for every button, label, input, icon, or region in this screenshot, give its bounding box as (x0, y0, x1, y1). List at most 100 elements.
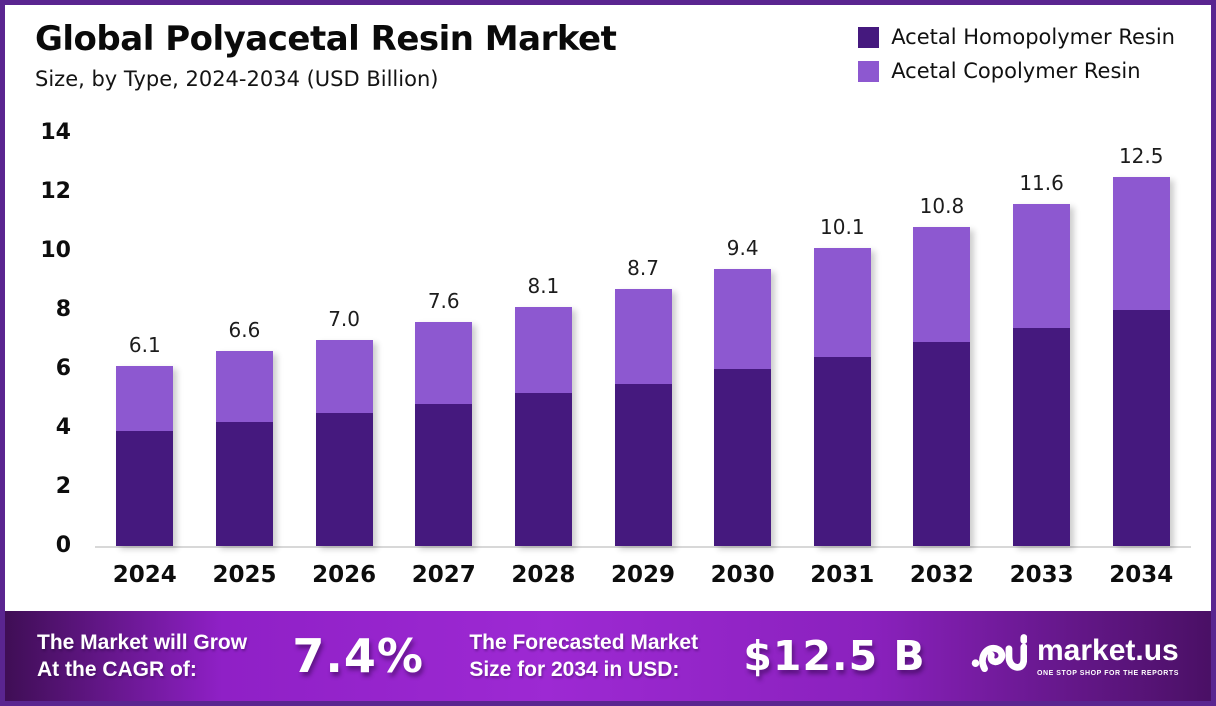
brand-name: market.us (1036, 633, 1179, 667)
legend-label-homopolymer: Acetal Homopolymer Resin (891, 25, 1175, 49)
cagr-label-line2: At the CAGR of: (37, 658, 197, 681)
x-axis-label-2025: 2025 (212, 562, 277, 588)
bar-total-label-2034: 12.5 (1118, 144, 1164, 169)
footer-banner: The Market will Grow At the CAGR of: 7.4… (5, 611, 1211, 701)
segment-copolymer-2033 (1013, 203, 1071, 328)
segment-homopolymer-2030 (714, 369, 772, 546)
segment-homopolymer-2027 (415, 404, 473, 546)
x-axis-label-2024: 2024 (112, 562, 177, 588)
segment-copolymer-2026 (315, 339, 373, 414)
bar-stack-2024 (116, 366, 174, 546)
segment-copolymer-2024 (116, 366, 174, 431)
bar-stack-2028 (514, 307, 572, 546)
bar-group-2033: 11.6 2033 (992, 133, 1092, 588)
y-tick-0: 0 (55, 533, 71, 558)
page-title: Global Polyacetal Resin Market (35, 19, 617, 59)
bar-group-2031: 10.1 2031 (792, 133, 892, 588)
legend-label-copolymer: Acetal Copolymer Resin (891, 59, 1141, 83)
bar-group-2025: 6.6 2025 (195, 133, 295, 588)
chart-legend: Acetal Homopolymer Resin Acetal Copolyme… (858, 25, 1175, 83)
segment-homopolymer-2028 (514, 392, 572, 546)
x-axis-label-2031: 2031 (810, 562, 875, 588)
bar-stack-2031 (813, 248, 871, 546)
bar-stack-2025 (215, 351, 273, 546)
cagr-label: The Market will Grow At the CAGR of: (37, 629, 247, 684)
segment-homopolymer-2024 (116, 430, 174, 546)
brand-logo: market.us ONE STOP SHOP FOR THE REPORTS (971, 632, 1179, 680)
cagr-value: 7.4% (292, 629, 424, 683)
bar-group-2032: 10.8 2032 (892, 133, 992, 588)
x-axis-label-2034: 2034 (1109, 562, 1174, 588)
bar-total-label-2032: 10.8 (919, 194, 965, 219)
segment-homopolymer-2034 (1112, 310, 1170, 546)
segment-copolymer-2025 (215, 351, 273, 423)
x-axis-label-2030: 2030 (710, 562, 775, 588)
bar-group-2024: 6.1 2024 (95, 133, 195, 588)
segment-copolymer-2034 (1112, 177, 1170, 310)
y-tick-6: 6 (55, 356, 71, 381)
x-axis-label-2032: 2032 (909, 562, 974, 588)
segment-copolymer-2029 (614, 289, 672, 384)
bar-group-2026: 7.0 2026 (294, 133, 394, 589)
legend-item-homopolymer: Acetal Homopolymer Resin (858, 25, 1175, 49)
y-tick-2: 2 (55, 474, 71, 499)
bar-stack-2030 (714, 268, 772, 546)
segment-homopolymer-2033 (1013, 327, 1071, 546)
forecast-label-line1: The Forecasted Market (469, 630, 699, 654)
stacked-bar-plot-area: 6.1 2024 6.6 2025 7.0 2026 7.6 2027 8.1 2028 8.7 20… (95, 133, 1191, 589)
bar-total-label-2026: 7.0 (328, 306, 360, 331)
bar-group-2028: 8.1 2028 (494, 133, 594, 588)
bar-group-2034: 12.5 2034 (1091, 133, 1191, 588)
bar-group-2030: 9.4 2030 (693, 133, 793, 588)
y-tick-12: 12 (40, 179, 71, 204)
segment-homopolymer-2026 (315, 413, 373, 546)
bar-group-2029: 8.7 2029 (593, 133, 693, 588)
cagr-label-line1: The Market will Grow (37, 630, 248, 654)
forecast-value: $12.5 B (743, 632, 926, 680)
bar-total-label-2029: 8.7 (627, 256, 659, 281)
x-axis-label-2027: 2027 (411, 562, 476, 588)
legend-swatch-homopolymer-icon (858, 26, 880, 48)
x-axis-label-2028: 2028 (511, 562, 576, 588)
segment-copolymer-2028 (514, 307, 572, 393)
segment-homopolymer-2025 (215, 422, 273, 546)
segment-homopolymer-2031 (813, 357, 871, 546)
brand-tagline: ONE STOP SHOP FOR THE REPORTS (1036, 669, 1179, 677)
forecast-label-line2: Size for 2034 in USD: (469, 658, 680, 681)
y-tick-8: 8 (55, 297, 71, 322)
segment-copolymer-2030 (714, 268, 772, 369)
segment-copolymer-2032 (913, 227, 971, 343)
forecast-label: The Forecasted Market Size for 2034 in U… (469, 629, 698, 684)
bar-total-label-2028: 8.1 (527, 274, 560, 299)
bar-stack-2027 (415, 321, 473, 546)
bar-total-label-2027: 7.6 (427, 288, 460, 313)
bar-total-label-2033: 11.6 (1019, 170, 1064, 195)
chart-header: Global Polyacetal Resin Market Size, by … (35, 19, 617, 91)
bar-stack-2026 (315, 339, 373, 546)
x-axis-label-2029: 2029 (611, 562, 676, 588)
segment-copolymer-2031 (813, 248, 871, 358)
bar-total-label-2030: 9.4 (726, 235, 759, 260)
y-tick-10: 10 (40, 238, 71, 263)
x-axis-label-2033: 2033 (1009, 562, 1074, 588)
brand-text: market.us ONE STOP SHOP FOR THE REPORTS (1036, 633, 1179, 677)
x-axis-label-2026: 2026 (312, 562, 377, 588)
bar-total-label-2031: 10.1 (820, 215, 865, 240)
bar-total-label-2024: 6.1 (128, 333, 161, 358)
legend-item-copolymer: Acetal Copolymer Resin (858, 59, 1175, 83)
legend-swatch-copolymer-icon (858, 60, 880, 82)
bar-stack-2033 (1013, 203, 1071, 546)
bar-stack-2034 (1112, 177, 1170, 546)
y-axis: 0 2 4 6 8 10 12 14 (5, 120, 85, 558)
y-tick-4: 4 (55, 415, 71, 440)
bar-stack-2029 (614, 289, 672, 546)
y-tick-14: 14 (40, 120, 71, 145)
bar-group-2027: 7.6 2027 (394, 133, 494, 588)
chart-subtitle: Size, by Type, 2024-2034 (USD Billion) (35, 66, 439, 91)
bar-total-label-2025: 6.6 (228, 318, 261, 343)
segment-homopolymer-2029 (614, 383, 672, 546)
marketus-logo-icon (971, 634, 1027, 673)
segment-homopolymer-2032 (913, 342, 971, 546)
bar-stack-2032 (913, 227, 971, 546)
